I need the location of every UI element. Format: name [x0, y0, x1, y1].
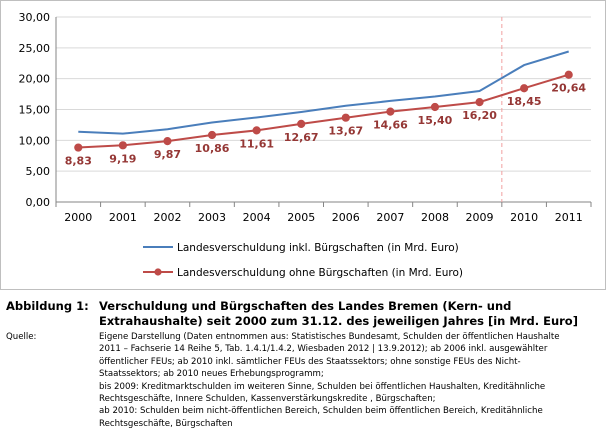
data-label: 11,61 [239, 137, 274, 150]
series-line-2 [78, 73, 569, 149]
legend-marker [154, 268, 162, 276]
data-point [386, 107, 395, 116]
series-line-1 [78, 50, 569, 135]
source-text: Eigene Darstellung (Daten entnommen aus:… [99, 331, 611, 430]
y-tick-label: 5,00 [26, 165, 51, 178]
x-tick-label: 2009 [466, 211, 494, 224]
source-line: ab 2010: Schulden beim nicht-öffentliche… [99, 406, 543, 417]
source-line: Rechtsgeschäfte, Bürgschaften [99, 418, 233, 429]
data-label: 13,67 [328, 125, 363, 138]
y-tick-label: 25,00 [19, 42, 51, 55]
data-point [475, 98, 484, 107]
source-line: Rechtsgeschäfte, Innere Schulden, Kassen… [99, 394, 436, 405]
data-point [564, 70, 573, 79]
y-tick-label: 0,00 [26, 196, 51, 209]
data-label: 10,86 [195, 142, 230, 155]
source-line: bis 2009: Kreditmarktschulden im weitere… [99, 381, 546, 392]
data-point [520, 84, 529, 93]
chart-frame: 0,00 5,00 10,00 15,00 20,00 25,00 30,00 2000 200… [0, 0, 606, 290]
x-tick-label: 2006 [332, 211, 360, 224]
x-tick-label: 2005 [287, 211, 315, 224]
source-line: Eigene Darstellung (Daten entnommen aus:… [99, 332, 560, 342]
source-line: 2011 – Fachserie 14 Reihe 5, Tab. 1.4.1/… [99, 344, 548, 355]
y-tick-label: 30,00 [19, 11, 51, 24]
x-tick-label: 2000 [64, 211, 92, 224]
x-tick-label: 2003 [198, 211, 226, 224]
data-label: 15,40 [418, 114, 453, 127]
y-tick-label: 10,00 [19, 134, 51, 147]
data-label: 16,20 [462, 109, 497, 122]
source-line: Staatssektors; ab 2010 neues Erhebungspr… [99, 369, 324, 380]
x-tick-label: 2002 [153, 211, 181, 224]
data-point [430, 102, 440, 112]
y-tick-label: 20,00 [19, 73, 51, 86]
data-label: 9,19 [109, 152, 136, 165]
data-point [252, 126, 261, 135]
data-point [341, 113, 350, 122]
x-tick-label: 2001 [109, 211, 137, 224]
data-point [207, 130, 217, 140]
data-label: 8,83 [65, 155, 92, 168]
x-tick-label: 2010 [510, 211, 538, 224]
data-label: 18,45 [507, 95, 542, 108]
data-point [297, 119, 306, 128]
data-label: 14,66 [373, 119, 408, 132]
line-chart: 0,00 5,00 10,00 15,00 20,00 25,00 30,00 2000 200… [19, 11, 592, 279]
data-label: 12,67 [284, 131, 319, 144]
data-label: 9,87 [154, 148, 181, 161]
legend-label-2: Landesverschuldung ohne Bürgschaften (in… [177, 267, 463, 279]
caption-text: Verschuldung und Bürgschaften des Landes… [99, 299, 578, 328]
caption-label: Abbildung 1: [6, 299, 89, 313]
data-point [163, 137, 172, 146]
data-point [118, 141, 127, 150]
legend-label-1: Landesverschuldung inkl. Bürgschaften (i… [177, 242, 459, 254]
x-tick-label: 2007 [376, 211, 404, 224]
data-point [74, 143, 83, 152]
x-tick-label: 2008 [421, 211, 449, 224]
source-line: öffentlicher FEUs; ab 2010 inkl. sämtlic… [99, 356, 521, 367]
source-label: Quelle: [6, 332, 37, 342]
y-tick-label: 15,00 [19, 104, 51, 117]
x-tick-label: 2004 [243, 211, 271, 224]
x-tick-label: 2011 [555, 211, 583, 224]
data-label: 20,64 [551, 82, 586, 95]
